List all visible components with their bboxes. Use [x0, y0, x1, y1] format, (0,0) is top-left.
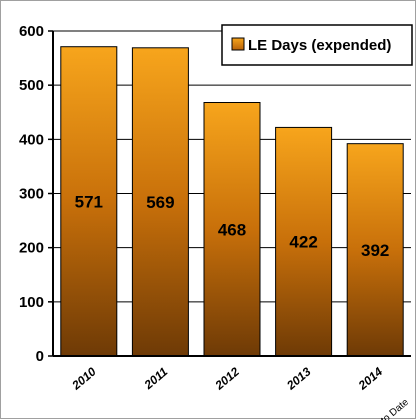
bar-2011: [131, 47, 189, 357]
bars: [60, 46, 404, 357]
legend-label: LE Days (expended): [248, 37, 391, 54]
x-tick-label: Year to Date: [362, 397, 412, 420]
bar-2010: [60, 46, 118, 357]
x-tick-label: 2013: [283, 364, 313, 393]
y-tick-label: 300: [19, 186, 44, 203]
bar-2014: [346, 143, 404, 357]
bar-2012: [203, 102, 261, 357]
x-tick-label: 2011: [141, 364, 171, 392]
y-tick-label: 400: [19, 131, 44, 148]
data-label: 468: [218, 220, 246, 239]
data-label: 569: [146, 193, 174, 212]
legend-box: [221, 24, 413, 66]
data-label: 422: [289, 233, 317, 252]
y-tick-label: 0: [36, 348, 44, 365]
x-axis-ticks: 2010 2011 2012 2013 2014 Year to Date: [69, 364, 412, 420]
y-tick-label: 500: [19, 77, 44, 94]
legend: LE Days (expended): [221, 24, 413, 66]
x-tick-label: 2014: [355, 364, 385, 393]
data-label: 392: [361, 241, 389, 260]
y-tick-label: 100: [19, 294, 44, 311]
y-tick-label: 600: [19, 23, 44, 40]
x-tick-label: 2010: [69, 364, 99, 393]
y-tick-label: 200: [19, 240, 44, 257]
y-axis-ticks: 0 100 200 300 400 500 600: [19, 23, 53, 365]
data-label: 571: [75, 192, 103, 211]
legend-swatch: [231, 37, 245, 51]
x-tick-label: 2012: [212, 364, 242, 393]
data-labels: 571 569 468 422 392: [75, 192, 390, 259]
